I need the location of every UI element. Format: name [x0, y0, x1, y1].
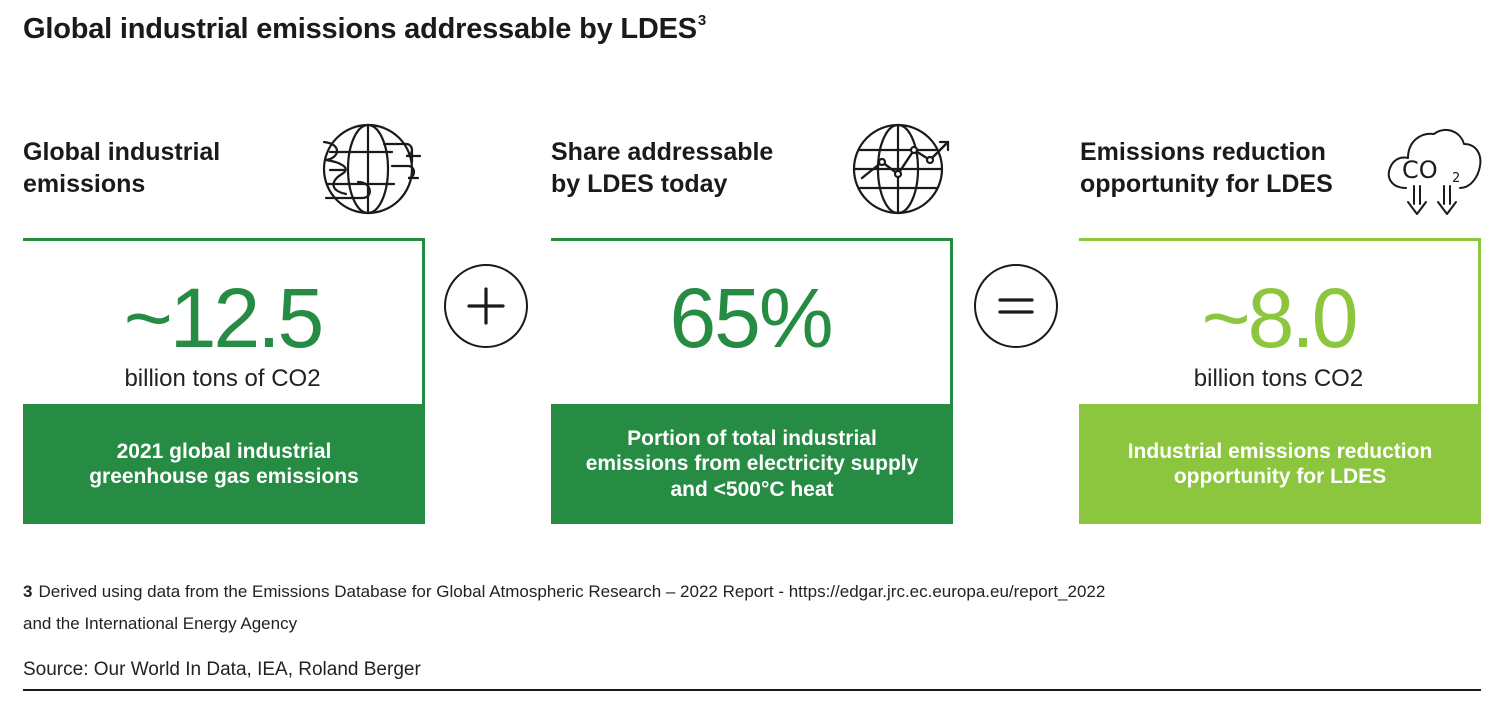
- co2-cloud-down-icon: CO 2: [1384, 122, 1484, 218]
- card-reduction-opportunity: ~8.0 billion tons CO2 Industrial emissio…: [1079, 238, 1481, 524]
- value-share-addressable: 65%: [669, 271, 833, 365]
- bottom-rule: [23, 689, 1481, 691]
- equals-circle-icon: [974, 264, 1058, 348]
- source-note: Source: Our World In Data, IEA, Roland B…: [23, 659, 421, 680]
- card-frame: [23, 238, 425, 404]
- footnote-number: 3: [23, 582, 33, 601]
- card-share-addressable: 65% Portion of total industrial emission…: [551, 238, 953, 524]
- unit-reduction-opportunity: billion tons CO2: [1193, 365, 1364, 392]
- card-frame: [1079, 238, 1481, 404]
- card-frame: [551, 238, 953, 404]
- footnote-ref: 3: [697, 12, 707, 29]
- band-reduction-opportunity: Industrial emissions reduction opportuni…: [1079, 404, 1481, 524]
- globe-factory-icon: [322, 122, 422, 216]
- globe-trend-icon: [852, 122, 952, 216]
- unit-global-emissions: billion tons of CO2: [124, 365, 321, 392]
- column-heading-global-emissions: Global industrial emissions: [23, 138, 221, 198]
- column-heading-share-addressable: Share addressable by LDES today: [551, 138, 774, 198]
- footnote: 3 Derived using data from the Emissions D…: [23, 576, 1323, 640]
- page-title: Global industrial emissions addressable …: [23, 12, 707, 45]
- column-heading-reduction-opportunity: Emissions reduction opportunity for LDES: [1080, 138, 1333, 198]
- value-global-emissions: ~12.5: [123, 271, 325, 365]
- svg-text:2: 2: [1452, 171, 1460, 186]
- card-global-emissions: ~12.5 billion tons of CO2 2021 global in…: [23, 238, 425, 524]
- band-share-addressable: Portion of total industrial emissions fr…: [551, 404, 953, 524]
- band-global-emissions: 2021 global industrial greenhouse gas em…: [23, 404, 425, 524]
- svg-text:CO: CO: [1402, 156, 1438, 184]
- plus-circle-icon: [444, 264, 528, 348]
- value-reduction-opportunity: ~8.0: [1201, 271, 1359, 365]
- footnote-line-1: Derived using data from the Emissions Da…: [38, 582, 1106, 601]
- footnote-line-2: and the International Energy Agency: [23, 614, 298, 633]
